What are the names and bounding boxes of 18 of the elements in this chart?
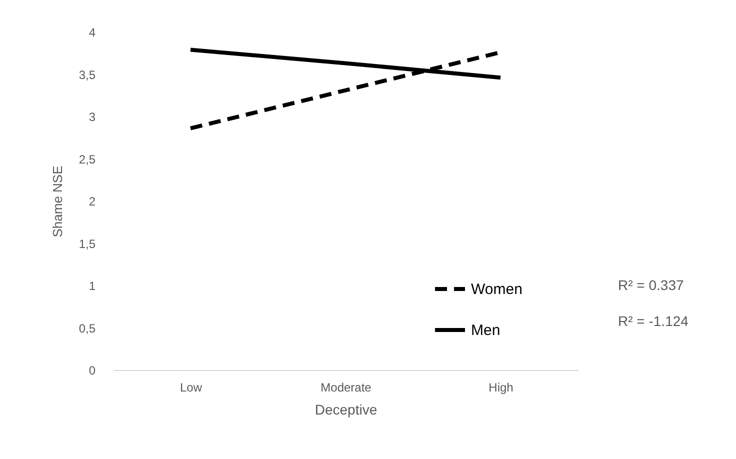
x-tick-label: Low [180,380,202,394]
y-tick-label: 2,5 [78,152,96,166]
x-tick-label: High [488,380,514,394]
x-tick-label: Moderate [320,380,372,394]
text: R² = 0.337 [618,277,684,293]
y-tick-label: 0,5 [78,321,96,336]
y-tick-label: 1,5 [78,236,96,251]
x-axis-title: Deceptive [314,402,378,418]
y-tick-label: 3 [88,110,96,124]
y-axis-title: Shame NSE [50,165,65,238]
legend-label: Men [471,322,500,339]
y-tick-label: 3,5 [78,68,96,82]
y-tick-label: 1 [88,279,96,293]
y-tick-label: 4 [88,26,96,40]
legend-label: Women [471,281,522,298]
y-tick-label: 2 [88,194,96,208]
text: R² = -1.124 [618,313,689,329]
y-tick-label: 0 [88,364,96,378]
